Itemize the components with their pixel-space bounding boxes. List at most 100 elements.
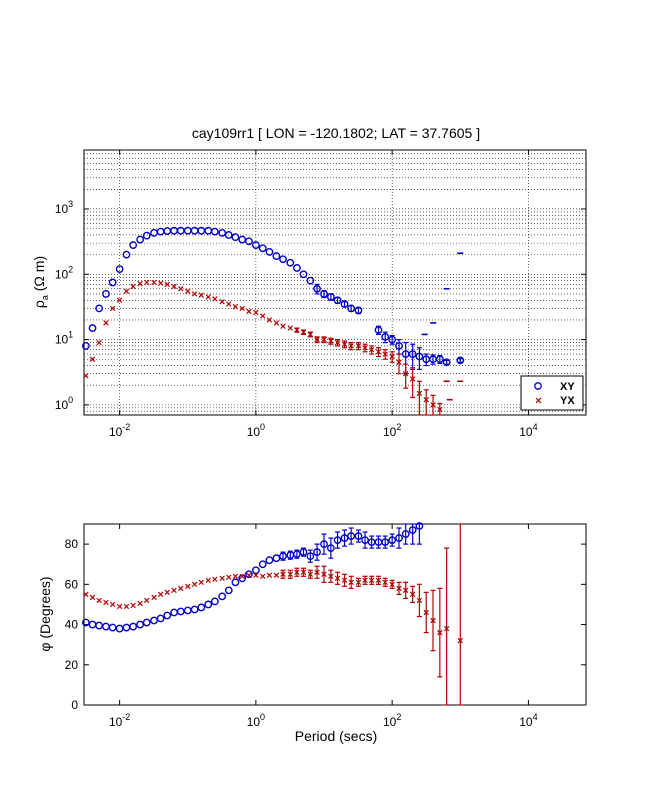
legend-yx-label: YX	[560, 395, 575, 407]
x-stroke	[382, 579, 388, 586]
y-tick-label: 40	[65, 618, 79, 632]
point-yx	[307, 331, 314, 338]
apparent-resistivity-panel: cay109rr1 [ LON = -120.1802; LAT = 37.76…	[31, 125, 587, 439]
point-xy	[388, 536, 397, 544]
point-yx	[280, 323, 286, 329]
top-data-marks	[82, 226, 465, 413]
error-bar-yx	[416, 380, 422, 416]
x-stroke	[423, 609, 429, 616]
x-stroke	[260, 573, 266, 580]
point-yx	[416, 597, 423, 604]
x-tick-label: 10-2	[109, 712, 130, 729]
point-yx	[157, 280, 164, 286]
x-stroke	[273, 572, 280, 579]
point-yx	[382, 579, 388, 586]
x-stroke	[294, 327, 300, 333]
x-stroke	[287, 325, 294, 331]
point-xy	[82, 342, 90, 350]
point-yx	[368, 346, 375, 353]
point-yx	[212, 576, 218, 583]
point-xy	[299, 270, 308, 279]
point-xy	[204, 600, 213, 609]
point-yx	[287, 325, 294, 331]
point-xy	[374, 326, 383, 334]
point-xy	[115, 265, 124, 274]
point-yx	[103, 599, 109, 606]
error-bar-xy	[396, 527, 402, 549]
point-xy	[136, 235, 145, 244]
x-stroke	[437, 629, 443, 636]
point-xy	[95, 304, 104, 313]
point-yx	[212, 296, 218, 302]
point-yx	[409, 376, 416, 382]
bottom-x-axis-label: Period (secs)	[295, 728, 377, 744]
y-tick-label: 60	[65, 577, 79, 591]
x-stroke	[83, 591, 89, 598]
x-tick-label: 104	[519, 712, 537, 729]
point-xy	[197, 603, 206, 612]
point-xy	[306, 276, 315, 285]
point-xy	[415, 522, 424, 530]
x-stroke	[328, 338, 334, 344]
point-yx	[109, 305, 116, 312]
point-yx	[396, 585, 402, 592]
bottom-y-axis-label: φ (Degrees)	[37, 576, 53, 651]
x-stroke	[116, 603, 123, 610]
x-stroke	[443, 625, 450, 632]
x-stroke	[321, 336, 327, 343]
point-yx	[430, 617, 436, 624]
point-yx	[171, 283, 177, 290]
point-xy	[340, 300, 349, 308]
point-yx	[341, 577, 348, 584]
x-stroke	[137, 600, 143, 607]
point-yx	[198, 579, 205, 586]
top-plot-frame	[83, 149, 587, 416]
point-yx	[96, 597, 102, 604]
x-stroke	[266, 572, 273, 579]
point-xy	[395, 342, 403, 350]
point-xy	[272, 252, 281, 260]
point-yx	[83, 372, 89, 379]
x-stroke	[362, 345, 368, 351]
x-stroke	[144, 279, 150, 286]
x-stroke	[185, 583, 191, 590]
x-stroke	[226, 574, 232, 581]
point-xy	[122, 250, 131, 259]
point-yx	[185, 583, 191, 590]
x-stroke	[157, 280, 164, 286]
point-xy	[279, 552, 287, 561]
point-yx	[368, 577, 375, 584]
x-stroke	[368, 346, 375, 353]
x-stroke	[151, 279, 157, 286]
x-stroke	[185, 288, 191, 294]
point-yx	[83, 591, 89, 598]
x-stroke	[246, 572, 252, 579]
point-yx	[273, 572, 280, 579]
point-xy	[435, 355, 444, 364]
error-bar-xy	[355, 529, 361, 543]
x-stroke	[123, 603, 130, 610]
x-stroke	[89, 594, 96, 601]
point-yx	[144, 279, 150, 286]
x-stroke	[253, 309, 259, 316]
error-bar-xy	[369, 535, 375, 549]
point-yx	[130, 602, 136, 609]
legend-xy-marker	[534, 382, 542, 390]
x-stroke	[157, 591, 164, 598]
point-yx	[246, 308, 252, 315]
x-stroke	[232, 573, 239, 580]
point-xy	[286, 258, 295, 267]
point-yx	[321, 571, 327, 578]
point-yx	[389, 581, 395, 588]
point-xy	[347, 532, 356, 540]
point-yx	[232, 303, 239, 310]
x-stroke	[362, 577, 368, 584]
point-yx	[185, 288, 191, 294]
chart-title: cay109rr1 [ LON = -120.1802; LAT = 37.76…	[192, 125, 480, 141]
x-stroke	[171, 587, 177, 594]
point-yx	[123, 603, 130, 610]
x-stroke	[89, 356, 96, 362]
x-stroke	[396, 585, 402, 592]
x-stroke	[219, 575, 225, 582]
point-xy	[231, 233, 240, 242]
